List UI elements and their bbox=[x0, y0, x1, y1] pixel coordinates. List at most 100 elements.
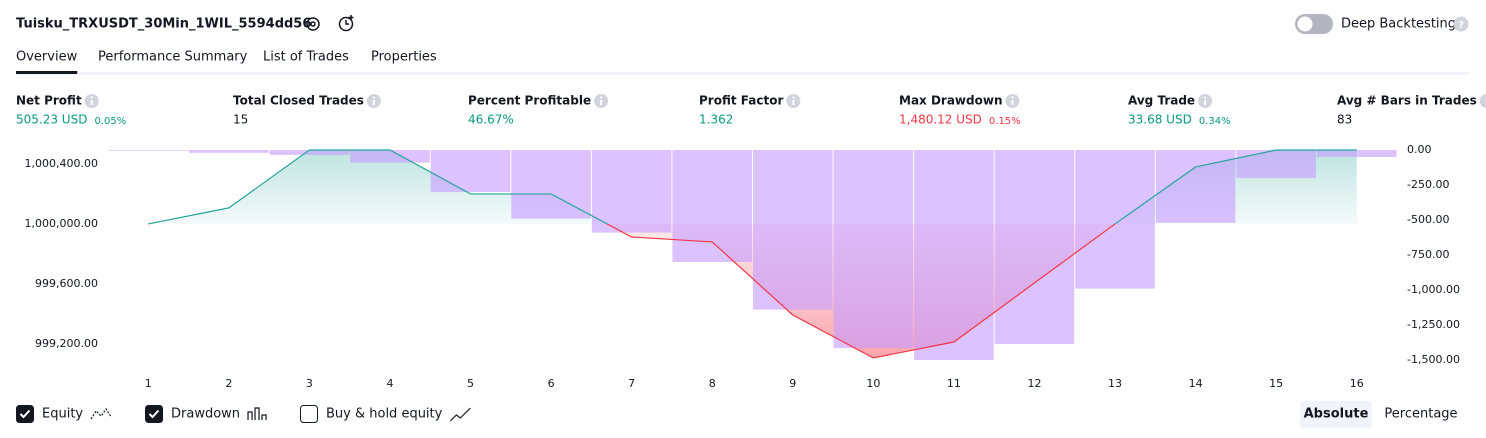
y-tick-label: 1,000,400.00 bbox=[25, 157, 98, 170]
info-icon[interactable] bbox=[84, 94, 99, 108]
info-icon[interactable] bbox=[1479, 94, 1486, 108]
drawdown-bar bbox=[914, 150, 994, 360]
x-tick-label: 13 bbox=[1108, 377, 1122, 390]
info-icon[interactable] bbox=[786, 94, 801, 108]
legend-label: Buy & hold equity bbox=[326, 407, 443, 422]
x-tick-label: 2 bbox=[225, 377, 232, 390]
y-tick-label: 1,000,000.00 bbox=[25, 217, 98, 230]
info-glyph bbox=[792, 100, 795, 105]
y2-tick-label: -1,500.00 bbox=[1407, 353, 1460, 366]
x-tick-label: 16 bbox=[1350, 377, 1364, 390]
stat-percent: 0.15% bbox=[989, 116, 1021, 127]
x-tick-label: 11 bbox=[947, 377, 961, 390]
drawdown-bar bbox=[591, 150, 672, 233]
legend-icon bbox=[449, 407, 471, 422]
y2-tick-label: -1,000.00 bbox=[1407, 283, 1460, 296]
drawdown-bar bbox=[753, 150, 833, 310]
drawdown-bar bbox=[1075, 150, 1155, 289]
x-tick-label: 6 bbox=[548, 377, 555, 390]
legend-label: Drawdown bbox=[171, 407, 240, 422]
x-tick-label: 14 bbox=[1189, 377, 1203, 390]
x-tick-label: 4 bbox=[386, 377, 393, 390]
stat-label: Avg # Bars in Trades bbox=[1337, 94, 1477, 108]
y-tick-label: 999,600.00 bbox=[35, 277, 98, 290]
drawdown-bar bbox=[350, 150, 430, 163]
stat-value: 1.362 bbox=[699, 113, 733, 127]
tab[interactable]: Properties bbox=[371, 50, 437, 65]
info-glyph bbox=[600, 100, 603, 105]
y2-tick-label: 0.00 bbox=[1407, 143, 1432, 156]
info-glyph bbox=[1204, 100, 1207, 105]
x-tick-label: 9 bbox=[789, 377, 796, 390]
scale-button[interactable]: Absolute bbox=[1304, 407, 1369, 422]
check bbox=[19, 409, 31, 419]
settings-icon[interactable] bbox=[306, 17, 320, 31]
stat-label: Max Drawdown bbox=[899, 94, 1002, 108]
drawdown-bar bbox=[1316, 150, 1397, 157]
legend-icon bbox=[247, 407, 267, 420]
y2-tick-label: -500.00 bbox=[1407, 213, 1449, 226]
info-dot bbox=[1203, 96, 1207, 99]
tab[interactable]: List of Trades bbox=[263, 50, 349, 65]
y-tick-label: 999,200.00 bbox=[35, 337, 98, 350]
info-icon[interactable] bbox=[1198, 94, 1213, 108]
drawdown-bar bbox=[511, 150, 591, 219]
drawdown-bar bbox=[430, 150, 511, 192]
drawdown-bar bbox=[833, 150, 914, 349]
info-dot bbox=[90, 96, 93, 99]
legend-checkbox[interactable]: Equity bbox=[16, 405, 112, 423]
drawdown-bar bbox=[269, 150, 350, 155]
info-glyph bbox=[90, 100, 93, 105]
svg-text:?: ? bbox=[1458, 20, 1464, 31]
info-dot bbox=[372, 96, 376, 99]
stat-value: 33.68 USD bbox=[1128, 113, 1192, 127]
stat-label: Percent Profitable bbox=[468, 94, 591, 108]
x-tick-label: 1 bbox=[145, 377, 152, 390]
check bbox=[148, 409, 160, 419]
deep-backtesting-toggle[interactable] bbox=[1295, 14, 1333, 34]
info-dot bbox=[792, 96, 795, 99]
info-icon[interactable] bbox=[594, 94, 609, 108]
x-tick-label: 7 bbox=[628, 377, 635, 390]
stat-percent: 0.34% bbox=[1199, 116, 1231, 127]
stat-value: 46.67% bbox=[468, 113, 514, 127]
stat-value: 83 bbox=[1337, 113, 1352, 127]
tab[interactable]: Performance Summary bbox=[98, 50, 248, 65]
drawdown-bar bbox=[189, 150, 269, 153]
info-dot bbox=[599, 96, 603, 99]
legend-icon bbox=[90, 407, 112, 420]
legend-checkbox[interactable]: Buy & hold equity bbox=[300, 405, 471, 423]
stat-label: Total Closed Trades bbox=[233, 94, 364, 108]
x-tick-label: 3 bbox=[306, 377, 313, 390]
stat-label: Avg Trade bbox=[1128, 94, 1195, 108]
legend-checkbox[interactable]: Drawdown bbox=[145, 405, 267, 423]
info-icon[interactable] bbox=[366, 94, 381, 108]
info-glyph bbox=[1011, 100, 1014, 105]
x-tick-label: 10 bbox=[866, 377, 880, 390]
stat-label: Net Profit bbox=[16, 94, 82, 108]
stat-value: 1,480.12 USD bbox=[899, 113, 982, 127]
x-tick-label: 15 bbox=[1269, 377, 1283, 390]
x-tick-label: 8 bbox=[709, 377, 716, 390]
drawdown-bar bbox=[672, 150, 752, 262]
info-icon[interactable] bbox=[1005, 94, 1020, 108]
checkbox bbox=[300, 405, 318, 423]
drawdown-bar bbox=[108, 150, 189, 151]
strategy-title: Tuisku_TRXUSDT_30Min_1WIL_5594dd56 bbox=[16, 17, 311, 32]
equity-area bbox=[148, 150, 1357, 358]
active-scale-bg bbox=[1300, 401, 1372, 428]
drawdown-bar bbox=[1236, 150, 1316, 178]
help-icon[interactable]: ? bbox=[1453, 16, 1469, 32]
legend-label: Equity bbox=[42, 407, 83, 422]
tab[interactable]: Overview bbox=[16, 50, 78, 65]
x-tick-label: 5 bbox=[467, 377, 474, 390]
equity-line bbox=[148, 149, 1357, 359]
stat-value: 505.23 USD bbox=[16, 113, 87, 127]
toggle-label: Deep Backtesting bbox=[1341, 17, 1456, 32]
active-tab-underline bbox=[16, 71, 78, 74]
tab-divider bbox=[16, 72, 1469, 75]
scale-button[interactable]: Percentage bbox=[1384, 407, 1457, 422]
info-circle bbox=[1479, 94, 1486, 108]
add-alert-icon[interactable] bbox=[338, 15, 354, 32]
